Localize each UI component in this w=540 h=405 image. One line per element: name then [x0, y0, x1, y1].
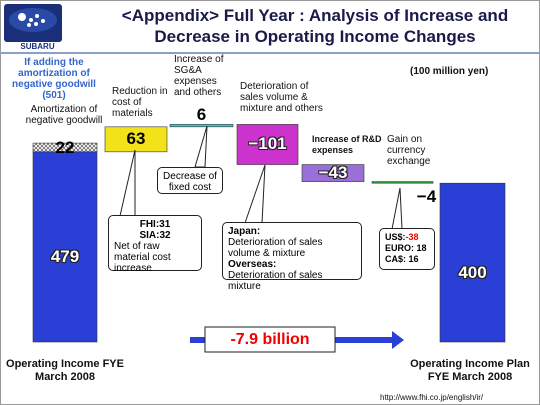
logo-stars: [18, 13, 45, 27]
goodwill-label: Amortization of negative goodwill: [25, 104, 103, 126]
category-label: Operating Income FYE March 2008: [6, 358, 124, 383]
bar: [236, 124, 299, 165]
category-label: Operating Income Plan FYE March 2008: [410, 358, 530, 383]
value-label: 63: [126, 129, 146, 149]
bar: [32, 151, 98, 343]
callout-sales: Japan: Deterioration of sales volume & m…: [222, 222, 362, 292]
summary: -7.9 billion: [230, 331, 310, 348]
callout-text: FHI:31: [139, 219, 171, 230]
summary-box: [204, 326, 336, 353]
value-label: 400: [458, 262, 487, 282]
bar: [439, 182, 506, 343]
bar: [104, 126, 168, 153]
callout-text: Deterioration of sales mixture: [228, 270, 323, 292]
value-label: 6: [196, 105, 207, 125]
callout-currency: US$:-38 EURO: 18 CA$: 16: [379, 228, 435, 270]
goodwill-bar: [32, 142, 98, 153]
logo-text: SUBARU: [20, 42, 55, 51]
title: <Appendix> Full Year : Analysis of Incre…: [121, 6, 509, 46]
callout-pointers: [119, 125, 403, 230]
callout-text: Japan:: [228, 226, 261, 237]
source-url: http://www.fhi.co.jp/english/ir/: [380, 393, 484, 402]
callout-materials: FHI:31 SIA:32 Net of raw material cost i…: [108, 215, 202, 274]
callout-text: -38: [405, 232, 419, 242]
callout-text: EURO: 18: [385, 243, 427, 253]
bar: [169, 124, 234, 128]
bars: [32, 124, 506, 343]
category-label: Gain on currency exchange: [387, 134, 431, 167]
callout-text: CA$: 16: [385, 254, 419, 264]
category-label: Deterioration of sales volume & mixture …: [240, 81, 323, 114]
value-label: −4: [416, 187, 437, 207]
goodwill-note: If adding the amortization of negative g…: [12, 57, 96, 101]
callout-text: SIA:32: [139, 230, 171, 241]
category-label: Reduction in cost of materials: [112, 86, 168, 119]
value-label: 479: [50, 246, 80, 266]
value-label: −43: [318, 163, 348, 183]
value-label: 22: [55, 138, 75, 158]
callout-line: US$:-38: [385, 232, 429, 243]
callout-fixed-cost: Decrease of fixed cost: [157, 167, 223, 194]
bar: [371, 181, 434, 184]
callout-text: US$:: [385, 232, 406, 242]
category-label: Increase of SG&A expenses and others: [174, 54, 224, 98]
callout-text: Net of raw material cost increase: [114, 241, 171, 274]
category-label: Increase of R&D expenses: [312, 134, 382, 155]
value-label: −101: [248, 134, 287, 154]
bar: [301, 164, 365, 182]
callout-text: Deterioration of sales volume & mixture: [228, 237, 323, 259]
callout-text: Overseas:: [228, 259, 277, 270]
unit: (100 million yen): [410, 66, 489, 77]
